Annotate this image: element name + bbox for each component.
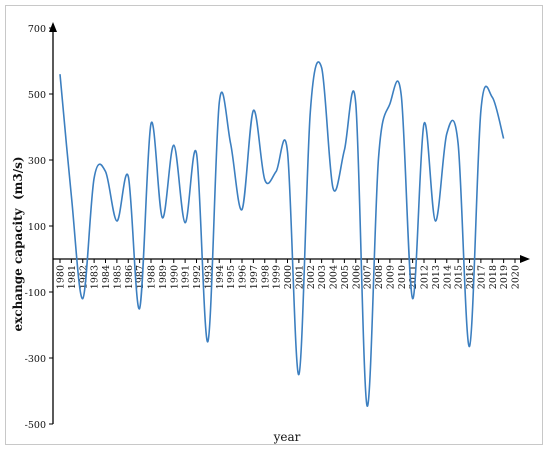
x-tick-label: 1985 bbox=[112, 265, 123, 289]
x-tick-label: 2007 bbox=[363, 265, 374, 289]
x-tick-label: 1996 bbox=[238, 265, 249, 289]
x-tick-label: 2014 bbox=[442, 265, 453, 289]
x-tick-label: 2012 bbox=[420, 265, 431, 289]
x-tick-label: 2015 bbox=[454, 265, 465, 289]
x-tick-label: 1993 bbox=[203, 265, 214, 289]
x-axis: 1980 1981 1982 1983 1984 1985 1986 1987 1988 1989… bbox=[53, 255, 530, 289]
x-tick-label: 1990 bbox=[169, 265, 180, 289]
x-tick-label: 1984 bbox=[101, 265, 112, 289]
x-tick-label: 2004 bbox=[329, 265, 340, 289]
x-tick-label: 1980 bbox=[56, 265, 67, 289]
x-tick-label: 2013 bbox=[431, 265, 442, 289]
x-tick-label: 1992 bbox=[192, 265, 203, 289]
x-tick-label: 1998 bbox=[260, 265, 271, 289]
x-tick-label: 1999 bbox=[272, 265, 283, 289]
series-line bbox=[59, 61, 505, 407]
y-tick-label: 700 bbox=[28, 24, 46, 35]
y-axis-label: exchange capacity (m3/s) bbox=[11, 156, 25, 331]
x-tick-label: 2006 bbox=[351, 265, 362, 289]
x-tick-label: 2008 bbox=[374, 265, 385, 289]
x-tick-label: 1991 bbox=[181, 265, 192, 289]
x-tick-label: 2016 bbox=[465, 265, 476, 289]
x-tick-label: 2017 bbox=[476, 265, 487, 289]
x-tick-label: 2003 bbox=[317, 265, 328, 289]
x-tick-label: 1995 bbox=[226, 265, 237, 289]
y-tick-label: 300 bbox=[28, 156, 46, 167]
x-tick-label: 2010 bbox=[397, 265, 408, 289]
y-tick-label: -500 bbox=[25, 420, 46, 431]
chart-frame bbox=[5, 5, 543, 445]
x-tick-label: 1988 bbox=[147, 265, 158, 289]
x-tick-label: 1982 bbox=[78, 265, 89, 289]
x-tick-label: 1983 bbox=[90, 265, 101, 289]
x-tick-label: 1989 bbox=[158, 265, 169, 289]
x-tick-label: 2002 bbox=[306, 265, 317, 289]
y-tick-label: -100 bbox=[25, 288, 46, 299]
x-tick-label: 1994 bbox=[215, 265, 226, 289]
x-tick-label: 2020 bbox=[511, 265, 522, 289]
series bbox=[59, 61, 505, 407]
y-tick-label: 500 bbox=[28, 90, 46, 101]
x-tick-label: 1981 bbox=[67, 265, 78, 289]
y-axis-arrow bbox=[49, 22, 57, 32]
x-tick-label: 1987 bbox=[135, 265, 146, 289]
y-tick-label: -300 bbox=[25, 354, 46, 365]
x-tick-label: 2000 bbox=[283, 265, 294, 289]
x-tick-label: 1986 bbox=[124, 265, 135, 289]
x-tick-label: 2019 bbox=[499, 265, 510, 289]
x-tick-label: 2001 bbox=[294, 265, 305, 289]
x-tick-label: 2011 bbox=[408, 265, 419, 289]
y-axis: 700 500 300 100 -100 -300 -500 bbox=[25, 22, 57, 431]
y-tick-label: 100 bbox=[28, 222, 46, 233]
x-tick-label: 2018 bbox=[488, 265, 499, 289]
x-axis-label: year bbox=[273, 430, 301, 444]
x-tick-label: 1997 bbox=[249, 265, 260, 289]
x-axis-arrow bbox=[520, 255, 530, 263]
x-tick-label: 2009 bbox=[385, 265, 396, 289]
x-tick-label: 2005 bbox=[340, 265, 351, 289]
